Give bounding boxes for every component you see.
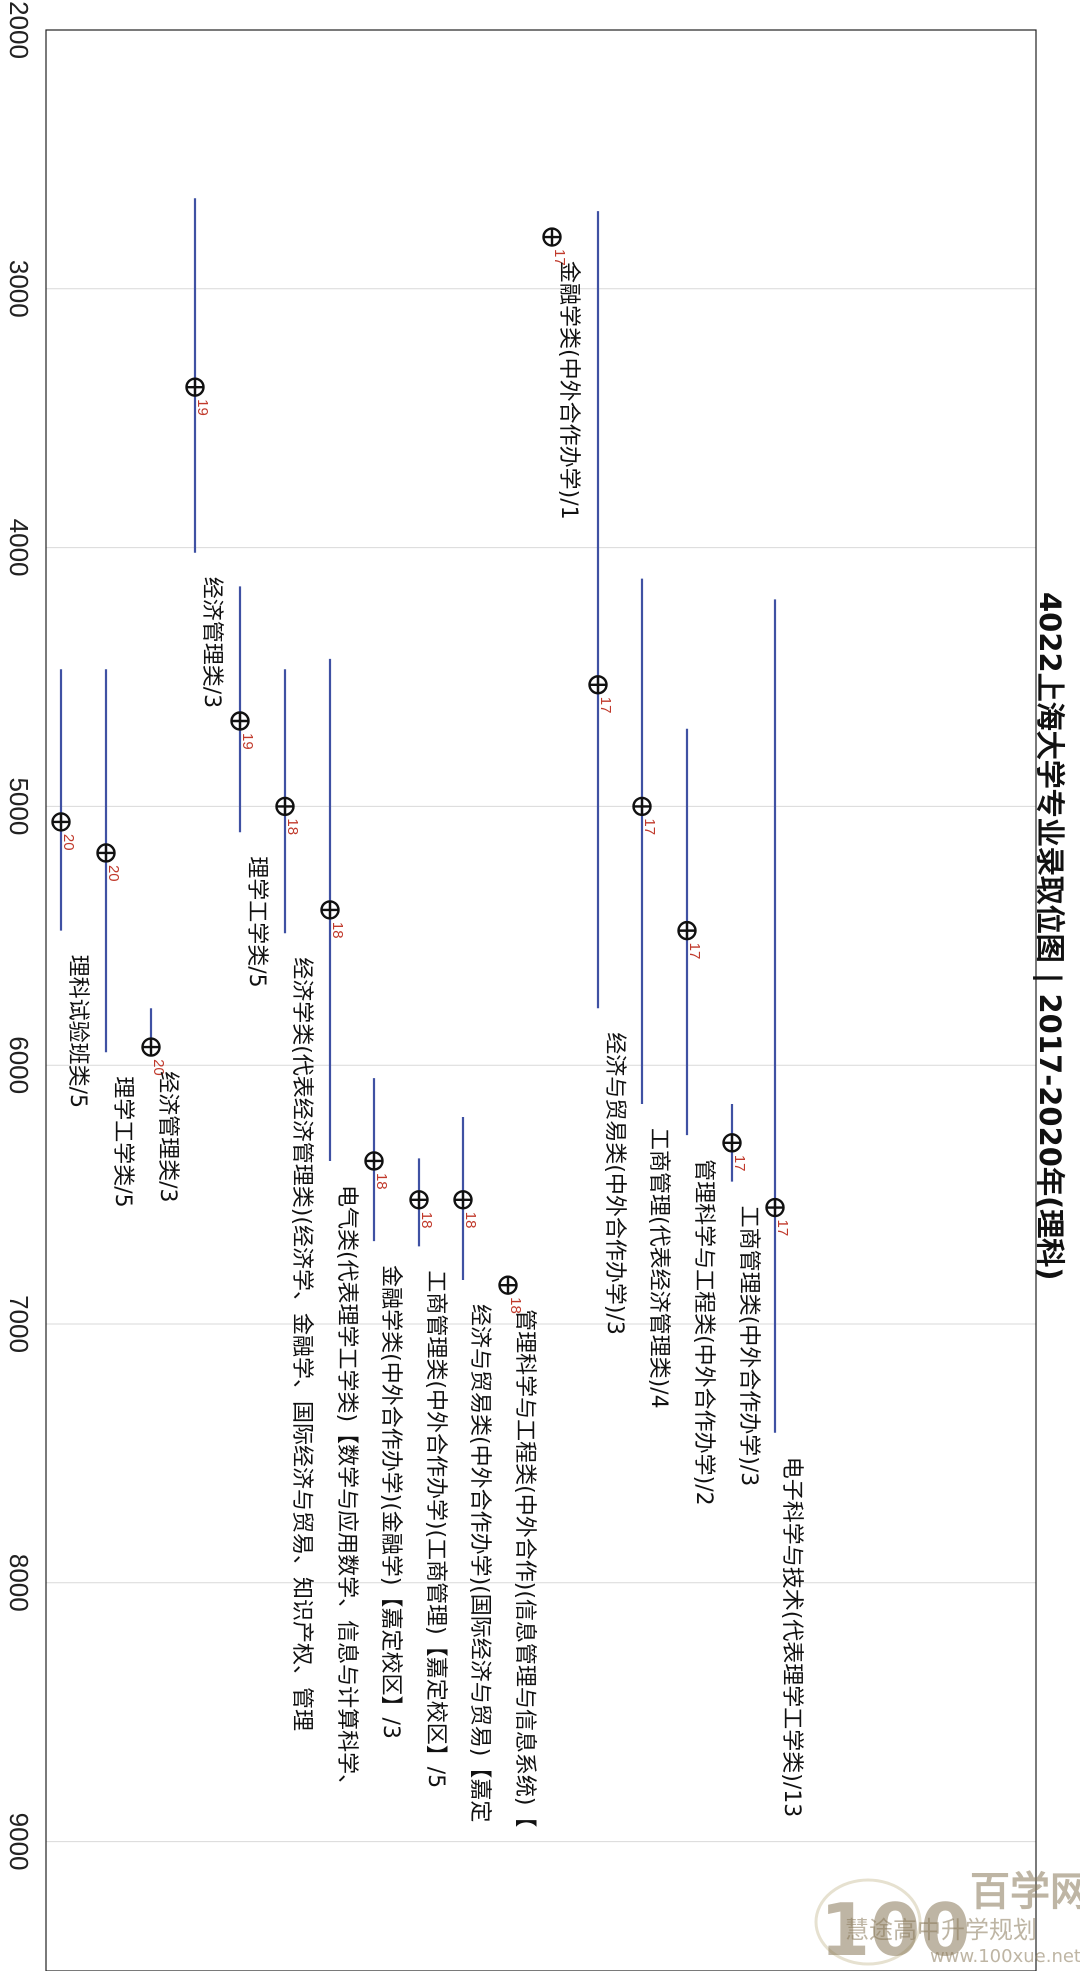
data-point-marker	[96, 843, 116, 863]
year-label: 18	[462, 1212, 479, 1229]
major-label: 管理科学与工程类(中外合作)(信息管理与信息系统)【	[512, 1309, 537, 1827]
data-point-marker	[498, 1275, 518, 1295]
x-tick-label: 6000	[4, 1036, 34, 1094]
x-tick-label: 5000	[4, 777, 34, 835]
data-point-marker	[632, 796, 652, 817]
year-label: 18	[373, 1173, 390, 1190]
watermark-brand: 百学网	[970, 1869, 1080, 1915]
year-label: 20	[105, 865, 122, 882]
year-label: 17	[731, 1155, 748, 1172]
major-label: 理学工学类/5	[244, 856, 269, 987]
data-point-marker	[141, 1037, 161, 1057]
major-label: 经济与贸易类(中外合作办学)(国际经济与贸易)【嘉定	[467, 1304, 492, 1822]
year-label: 17	[551, 249, 568, 266]
year-label: 17	[597, 697, 614, 714]
data-point-marker	[588, 675, 608, 695]
x-tick-label: 8000	[4, 1554, 34, 1612]
year-label: 20	[150, 1059, 167, 1076]
chart-title: 4022上海大学专业录取位图 | 2017-2020年(理科)	[1033, 592, 1067, 1280]
data-point-marker	[230, 711, 250, 731]
major-label: 经济学类(代表经济管理类)(经济学、金融学、国际经济与贸易、知识产权、管理	[289, 957, 314, 1731]
data-point-marker	[51, 812, 71, 832]
year-label: 17	[641, 818, 658, 835]
watermark: 100 百学网 慧途高中升学规划 www.100xue.net	[814, 1869, 1080, 1971]
data-point-marker	[275, 796, 295, 817]
major-label: 经济管理类/3	[199, 577, 224, 708]
major-label: 经济与贸易类(中外合作办学)/3	[602, 1032, 627, 1335]
data-point-marker	[722, 1133, 742, 1153]
data-point-marker	[364, 1151, 384, 1171]
x-tick-label: 2000	[4, 1, 34, 59]
data-point-marker	[453, 1190, 473, 1210]
major-label: 金融学类(中外合作办学)/1	[556, 261, 581, 520]
major-label: 工商管理类(中外合作办学)/3	[736, 1206, 761, 1487]
year-label: 20	[60, 834, 77, 851]
data-point-marker	[409, 1190, 429, 1210]
major-label: 电气类(代表理学工学类)【数学与应用数学、信息与计算科学、	[334, 1185, 359, 1796]
marker-layer	[51, 227, 785, 1295]
data-point-marker	[320, 900, 340, 920]
major-label: 经济管理类/3	[155, 1071, 180, 1202]
rotated-plot: 2000 3000 4000 5000 6000 7000 8000 9000 17 电子科学与…	[4, 1, 1067, 1971]
x-tick-label: 3000	[4, 260, 34, 318]
tick-layer: 2000 3000 4000 5000 6000 7000 8000 9000	[4, 1, 34, 1870]
grid-layer	[46, 288, 1036, 1843]
data-point-marker	[542, 227, 562, 247]
year-label: 17	[686, 943, 703, 960]
year-label: 18	[418, 1212, 435, 1229]
major-label: 理科试验班类/5	[65, 955, 90, 1108]
watermark-logo-number: 100	[820, 1888, 970, 1971]
data-point-marker	[185, 377, 205, 397]
major-label: 工商管理类(中外合作办学)(工商管理)【嘉定校区】/5	[423, 1270, 448, 1788]
major-label: 工商管理(代表经济管理类)/4	[646, 1128, 671, 1409]
major-label: 理学工学类/5	[110, 1076, 135, 1207]
data-point-marker	[765, 1197, 785, 1218]
watermark-caption: 慧途高中升学规划	[845, 1916, 1037, 1944]
year-label: 19	[239, 733, 256, 750]
year-label: 18	[329, 922, 346, 939]
major-label: 金融学类(中外合作办学)(金融学)【嘉定校区】/3	[378, 1265, 403, 1739]
watermark-url: www.100xue.net	[930, 1946, 1080, 1967]
year-label: 17	[774, 1220, 791, 1237]
year-label: 18	[507, 1297, 524, 1314]
label-layer: 17 电子科学与技术(代表理学工学类)/13 17 工商管理类(中外合作办学)/3 17…	[60, 249, 804, 1827]
major-label: 管理科学与工程类(中外合作办学)/2	[691, 1159, 716, 1506]
year-label: 19	[194, 399, 211, 416]
plot-frame	[45, 29, 1037, 1971]
x-tick-label: 7000	[4, 1295, 34, 1353]
major-label: 电子科学与技术(代表理学工学类)/13	[779, 1457, 804, 1818]
x-tick-label: 4000	[4, 519, 34, 577]
x-tick-label: 9000	[4, 1813, 34, 1871]
watermark-logo-ring	[814, 1878, 922, 1966]
data-point-marker	[677, 920, 697, 941]
year-label: 18	[284, 818, 301, 835]
